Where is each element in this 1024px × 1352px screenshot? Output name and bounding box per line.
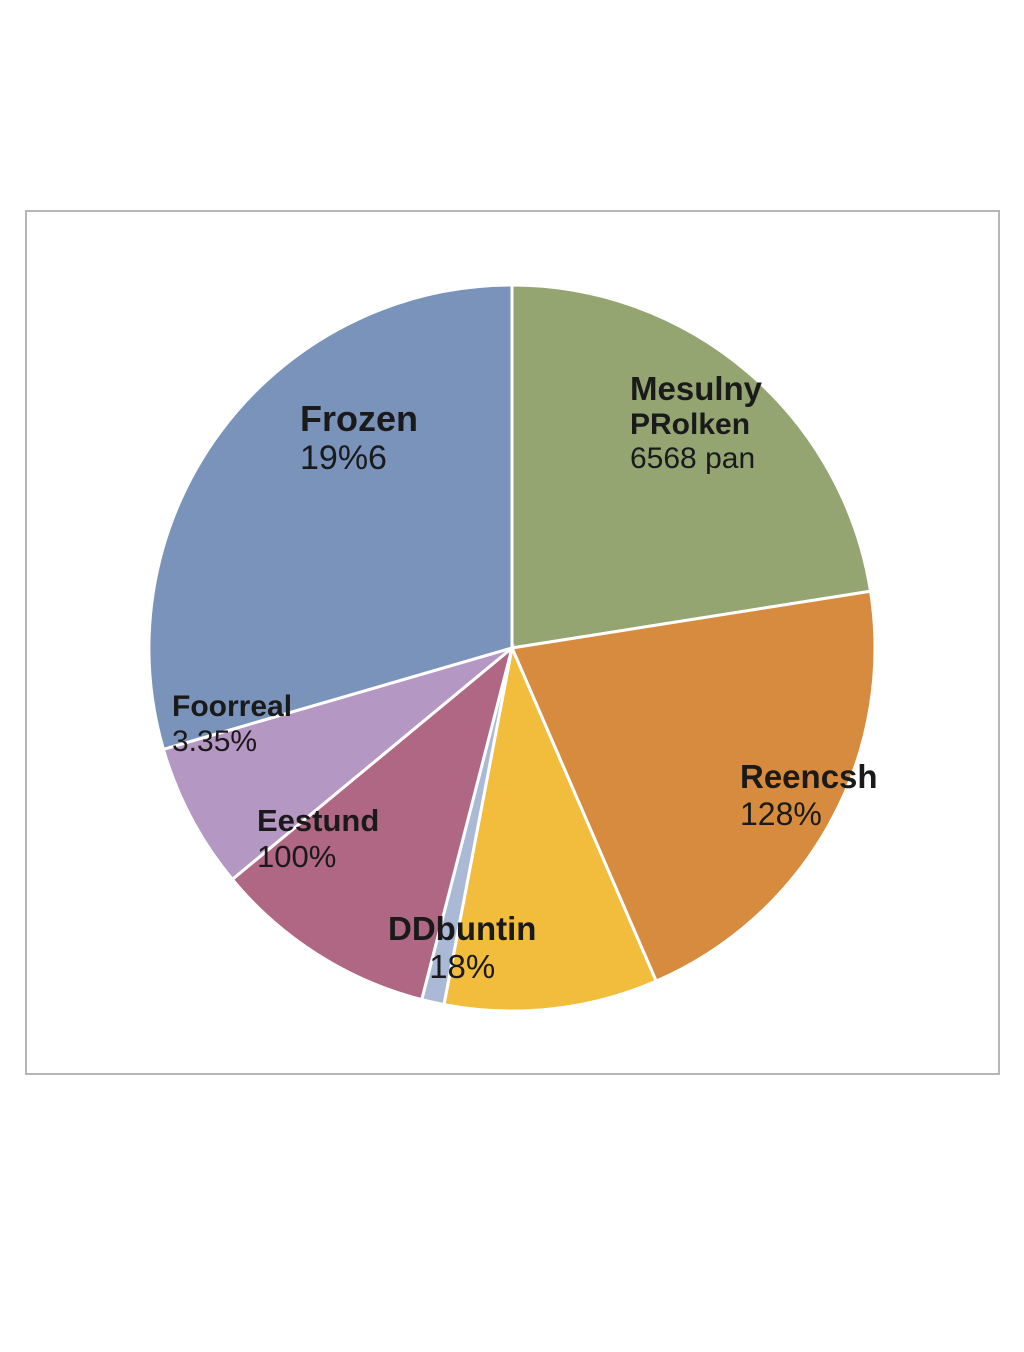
slice-value-text: 3.35% bbox=[172, 725, 292, 760]
slice-label-text: Eestund bbox=[257, 803, 379, 839]
slice-label-text: Foorreal bbox=[172, 690, 292, 725]
slice-label-6: Frozen19%6 bbox=[300, 398, 418, 478]
slice-label-text: Frozen bbox=[300, 398, 418, 439]
slice-value-text: 6568 pan bbox=[630, 442, 762, 477]
slice-label-text: DDbuntin bbox=[388, 910, 536, 948]
page: MesulnyPRolken6568 pan Reencsh128% DDbunti… bbox=[0, 0, 1024, 1352]
slice-value-text: 128% bbox=[740, 796, 878, 833]
slice-value-text: 18% bbox=[388, 948, 536, 986]
slice-label-text: Reencsh bbox=[740, 758, 878, 796]
slice-value-text: 100% bbox=[257, 839, 379, 875]
slice-value-text: 19%6 bbox=[300, 439, 418, 478]
slice-label-4: Eestund100% bbox=[257, 803, 379, 874]
slice-label-5: Foorreal3.35% bbox=[172, 690, 292, 759]
slice-label-text: Mesulny bbox=[630, 370, 762, 408]
slice-label-text: PRolken bbox=[630, 408, 762, 443]
slice-label-2: DDbuntin18% bbox=[388, 910, 536, 986]
slice-label-1: Reencsh128% bbox=[740, 758, 878, 833]
slice-label-0: MesulnyPRolken6568 pan bbox=[630, 370, 762, 477]
pie-chart bbox=[145, 281, 879, 1015]
